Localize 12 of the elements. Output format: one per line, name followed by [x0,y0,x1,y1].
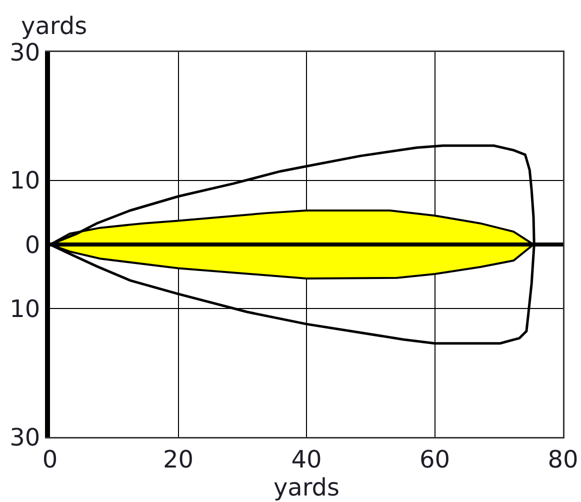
y-tick-label: 10 [10,166,40,195]
x-axis-title: yards [273,473,340,502]
y-tick-label: 10 [10,295,40,324]
x-tick-label: 60 [419,445,450,474]
y-tick-label: 30 [10,38,40,66]
x-tick-label: 20 [162,445,194,474]
x-tick-label: 0 [42,445,58,474]
x-tick-label: 80 [548,445,578,474]
x-tick-label: 40 [291,445,322,474]
y-axis-title: yards [21,12,88,40]
y-tick-label: 0 [24,230,40,259]
y-tick-label: 30 [10,423,40,452]
